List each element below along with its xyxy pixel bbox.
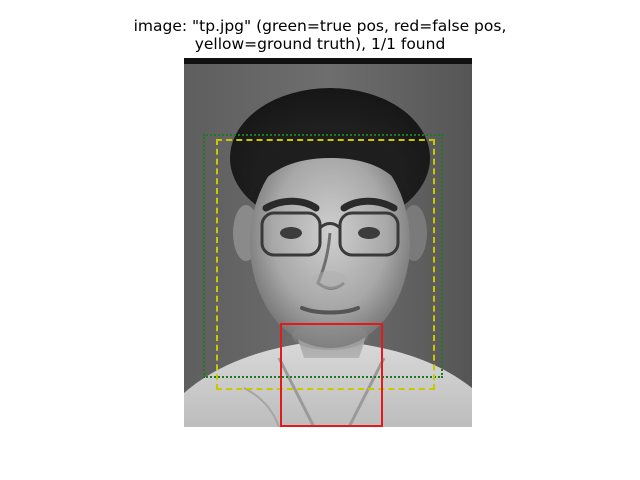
- face-photo: [184, 58, 472, 427]
- title-line-1: image: "tp.jpg" (green=true pos, red=fal…: [133, 17, 507, 35]
- title-line-2: yellow=ground truth), 1/1 found: [194, 35, 446, 53]
- figure-title: image: "tp.jpg" (green=true pos, red=fal…: [0, 17, 640, 53]
